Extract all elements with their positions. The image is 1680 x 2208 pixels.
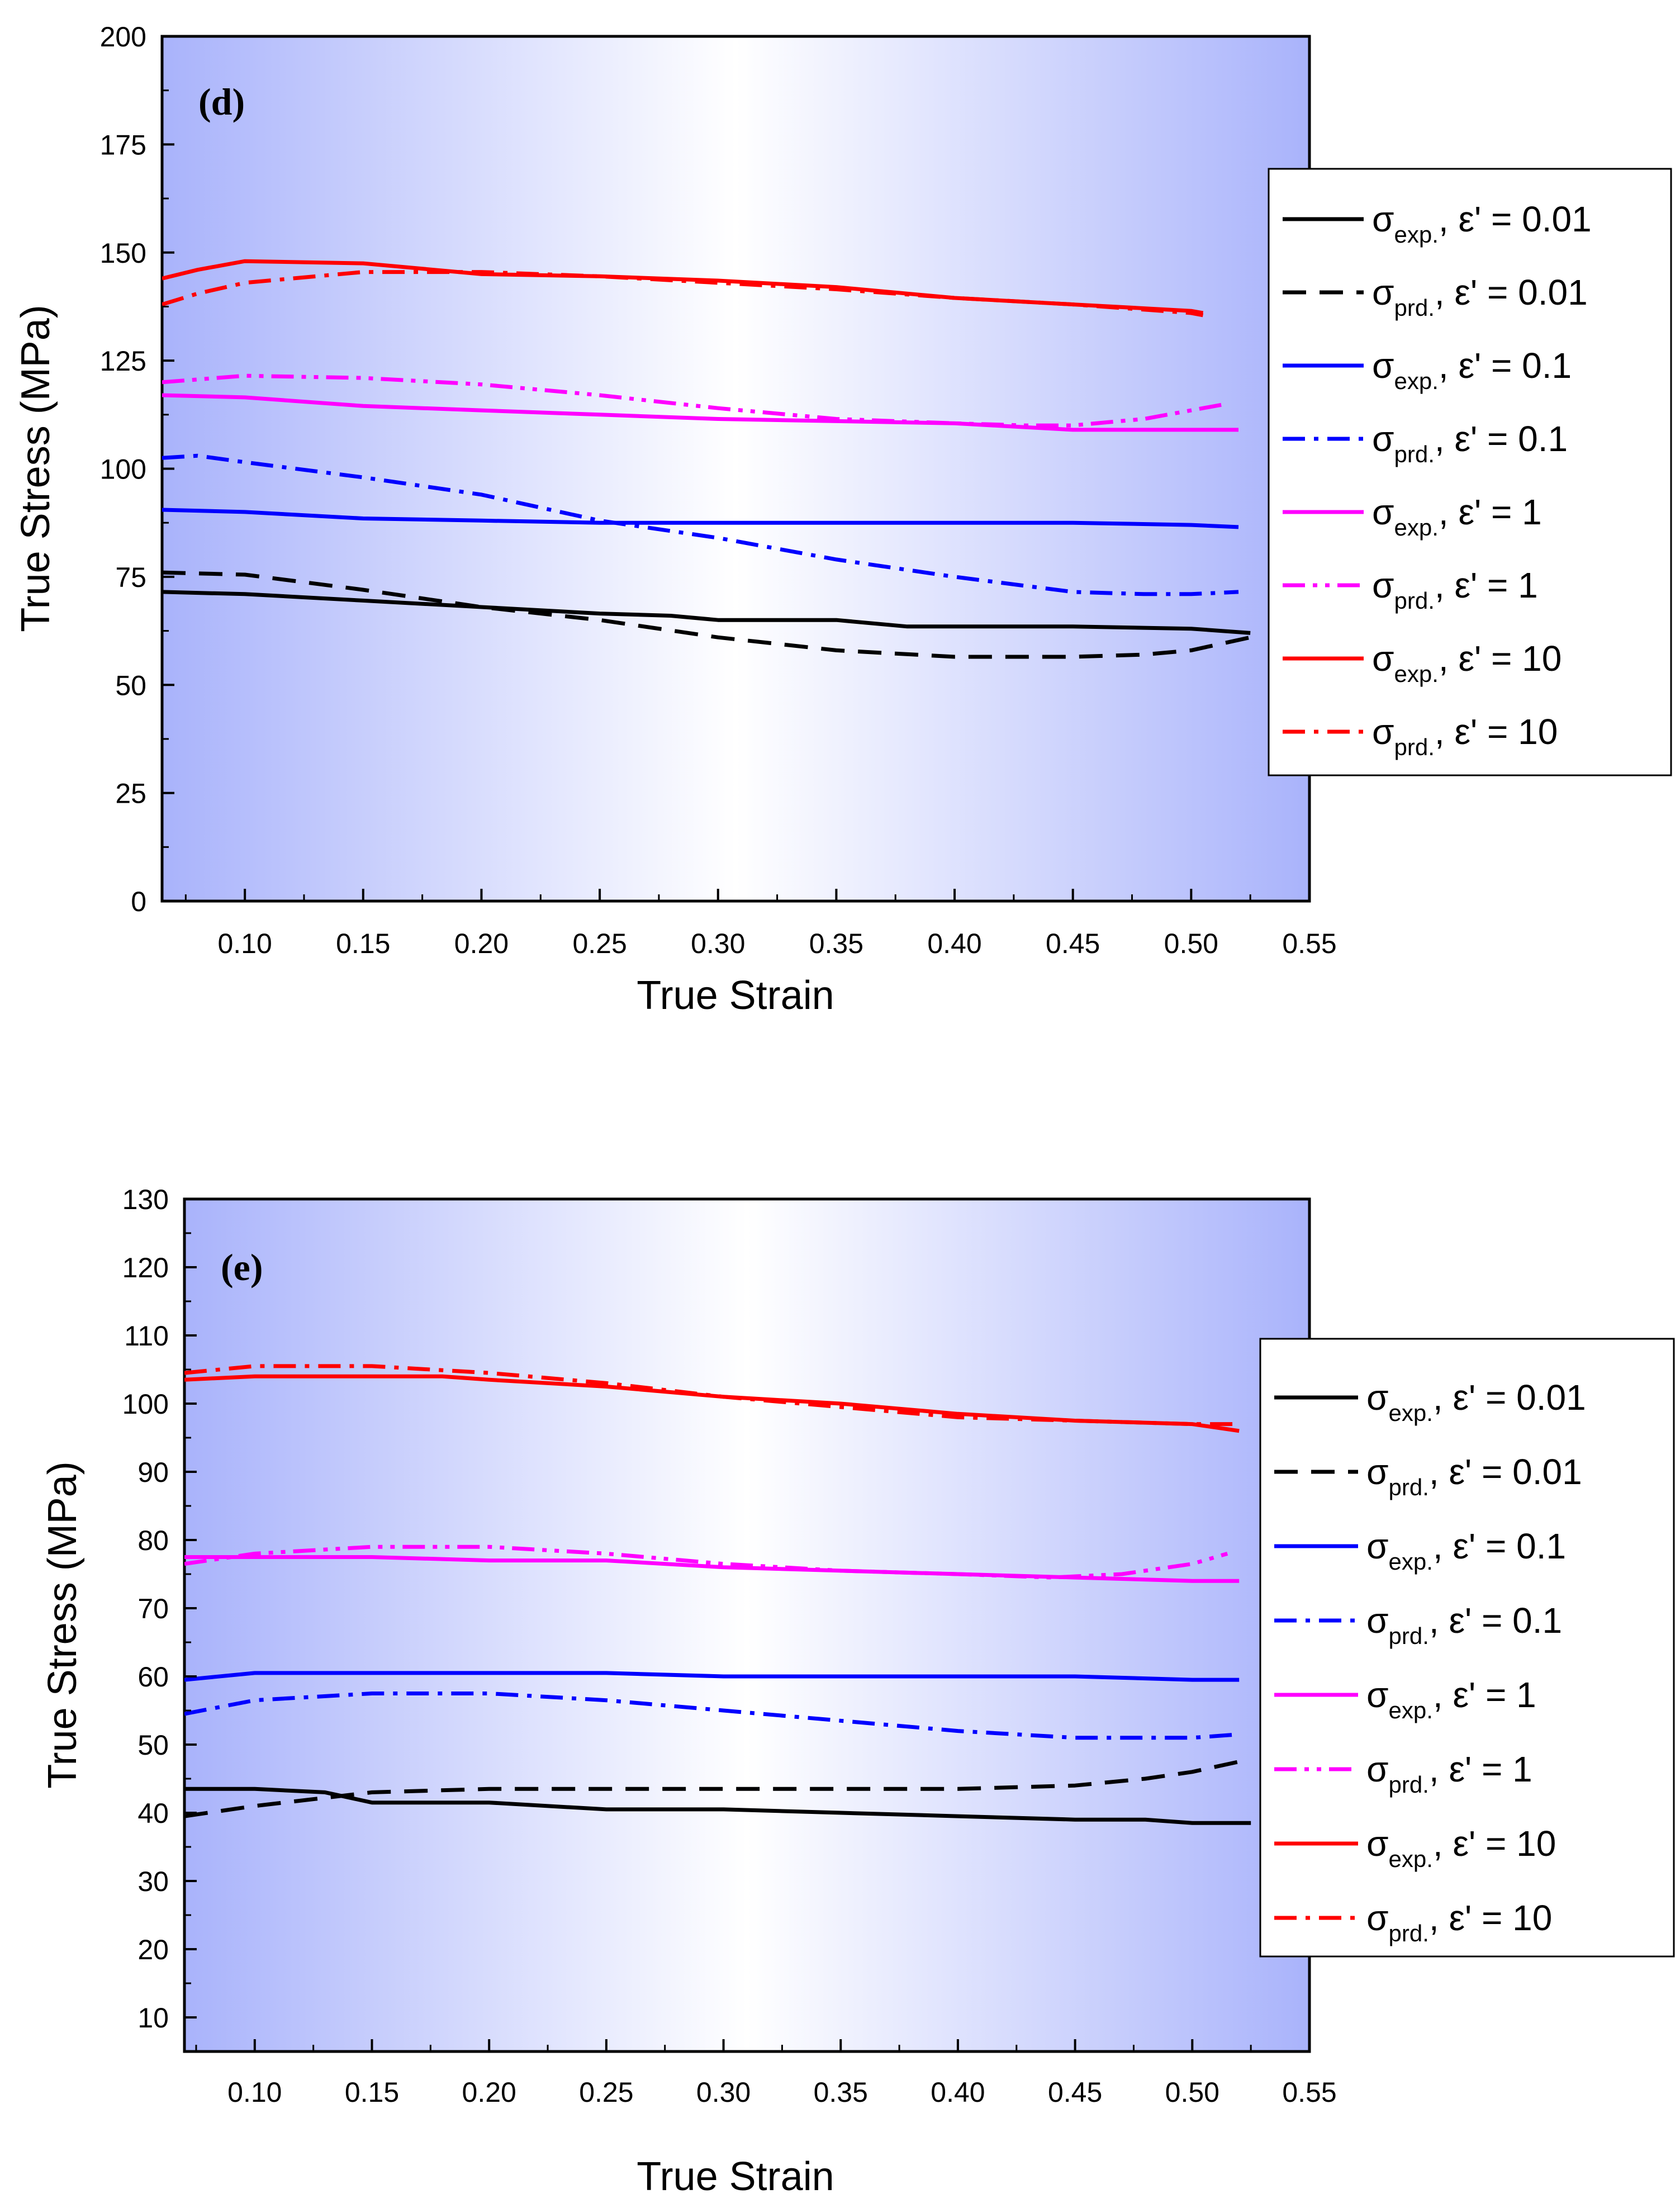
series-line-1 xyxy=(184,1787,1251,1825)
x-tick-label: 0.35 xyxy=(814,2077,868,2108)
legend-label-5: σexp., ε' = 1 xyxy=(1372,492,1542,541)
x-tick-label: 0.35 xyxy=(809,928,863,959)
y-tick-label: 20 xyxy=(137,1934,169,1965)
legend-label-4: σprd., ε' = 0.1 xyxy=(1372,419,1568,467)
x-tick-label: 0.45 xyxy=(1048,2077,1102,2108)
y-axis-label-e: True Stress (MPa) xyxy=(40,1461,85,1788)
legend-label-2: σprd., ε' = 0.01 xyxy=(1366,1452,1582,1500)
series-line-6 xyxy=(184,1544,1228,1580)
plot-area-d xyxy=(160,35,1311,903)
x-tick-label: 0.40 xyxy=(931,2077,985,2108)
x-tick-label: 0.50 xyxy=(1165,2077,1219,2108)
x-tick-label: 0.20 xyxy=(462,2077,516,2108)
series-line-3 xyxy=(162,508,1239,529)
legend-box-e xyxy=(1259,1338,1675,1958)
y-tick-label: 130 xyxy=(122,1184,169,1215)
x-tick-label: 0.25 xyxy=(579,2077,633,2108)
legend-label-8: σprd., ε' = 10 xyxy=(1372,712,1558,760)
y-tick-label: 150 xyxy=(100,238,146,269)
legend-d: σexp., ε' = 0.01 σprd., ε' = 0.01 σexp., ε… xyxy=(1268,168,1672,776)
x-tick-label: 0.25 xyxy=(572,928,627,959)
legend-e: σexp., ε' = 0.01 σprd., ε' = 0.01 σexp., ε… xyxy=(1259,1338,1675,1958)
series-line-4 xyxy=(162,453,1239,596)
legend-entries-e: σexp., ε' = 0.01 σprd., ε' = 0.01 σexp., ε… xyxy=(1274,1377,1586,1946)
series-group-d xyxy=(162,259,1251,659)
x-tick-label: 0.40 xyxy=(927,928,981,959)
y-tick-label: 175 xyxy=(100,129,146,160)
legend-label-6: σprd., ε' = 1 xyxy=(1366,1749,1532,1798)
y-tick-label: 30 xyxy=(137,1866,169,1897)
y-tick-label: 125 xyxy=(100,345,146,377)
y-tick-label: 60 xyxy=(137,1661,169,1693)
plot-area-e xyxy=(183,1197,1311,2053)
series-line-5 xyxy=(184,1555,1240,1583)
panel-label-e: (e) xyxy=(221,1246,263,1288)
y-tick-label: 200 xyxy=(100,21,146,53)
x-tick-label: 0.15 xyxy=(345,2077,399,2108)
y-tick-label: 110 xyxy=(124,1320,169,1352)
y-tick-label: 25 xyxy=(115,778,146,809)
y-tick-label: 50 xyxy=(137,1730,169,1761)
legend-label-3: σexp., ε' = 0.1 xyxy=(1366,1526,1566,1575)
y-tick-label: 100 xyxy=(100,454,146,485)
x-tick-label: 0.15 xyxy=(336,928,390,959)
legend-label-7: σexp., ε' = 10 xyxy=(1372,638,1562,687)
y-tick-label: 75 xyxy=(115,562,146,593)
series-line-8 xyxy=(184,1364,1240,1427)
legend-label-4: σprd., ε' = 0.1 xyxy=(1366,1600,1562,1649)
series-line-4 xyxy=(184,1691,1240,1740)
legend-label-2: σprd., ε' = 0.01 xyxy=(1372,272,1588,321)
axis-ticks-d: 0.10 0.15 0.20 0.25 0.30 0.35 0.40 0.45 0.50 0.55… xyxy=(100,21,1337,959)
y-axis-label-d: True Stress (MPa) xyxy=(13,305,58,632)
x-tick-label: 0.10 xyxy=(227,2077,282,2108)
y-tick-label: 100 xyxy=(122,1389,169,1420)
panel-label-d: (d) xyxy=(198,80,245,123)
legend-label-3: σexp., ε' = 0.1 xyxy=(1372,345,1572,394)
x-tick-label: 0.20 xyxy=(454,928,509,959)
y-tick-label: 90 xyxy=(137,1457,169,1488)
series-line-1 xyxy=(162,590,1251,635)
chart-panel-d: 0.10 0.15 0.20 0.25 0.30 0.35 0.40 0.45 0.50 0.55… xyxy=(13,21,1672,1018)
x-axis-label-d: True Strain xyxy=(637,973,834,1018)
series-line-3 xyxy=(184,1671,1240,1682)
series-line-2 xyxy=(184,1760,1240,1818)
x-tick-label: 0.55 xyxy=(1282,2077,1336,2108)
axis-ticks-e: 0.10 0.15 0.20 0.25 0.30 0.35 0.40 0.45 0.50 0.55… xyxy=(122,1184,1337,2108)
y-tick-label: 10 xyxy=(137,2002,169,2034)
legend-box-d xyxy=(1268,168,1672,776)
x-tick-label: 0.30 xyxy=(696,2077,751,2108)
legend-label-6: σprd., ε' = 1 xyxy=(1372,565,1538,614)
x-tick-label: 0.45 xyxy=(1046,928,1100,959)
y-tick-label: 40 xyxy=(137,1798,169,1829)
legend-label-7: σexp., ε' = 10 xyxy=(1366,1823,1556,1872)
x-tick-label: 0.55 xyxy=(1282,928,1336,959)
x-tick-label: 0.30 xyxy=(691,928,745,959)
y-tick-label: 50 xyxy=(115,670,146,701)
y-tick-label: 0 xyxy=(131,886,146,917)
series-group-e xyxy=(184,1364,1251,1825)
y-tick-label: 70 xyxy=(137,1593,169,1624)
chart-panel-e: 0.10 0.15 0.20 0.25 0.30 0.35 0.40 0.45 0.50 0.55… xyxy=(40,1184,1675,2199)
series-line-6 xyxy=(162,373,1227,428)
legend-label-1: σexp., ε' = 0.01 xyxy=(1366,1377,1586,1426)
y-tick-label: 80 xyxy=(137,1525,169,1556)
legend-label-1: σexp., ε' = 0.01 xyxy=(1372,199,1592,248)
x-tick-label: 0.10 xyxy=(217,928,272,959)
x-axis-label-e: True Strain xyxy=(637,2154,834,2199)
y-tick-label: 120 xyxy=(122,1252,169,1283)
series-line-5 xyxy=(162,393,1238,432)
legend-label-8: σprd., ε' = 10 xyxy=(1366,1898,1552,1946)
legend-entries-d: σexp., ε' = 0.01 σprd., ε' = 0.01 σexp., ε… xyxy=(1283,199,1592,760)
x-tick-label: 0.50 xyxy=(1164,928,1218,959)
series-line-8 xyxy=(162,270,1204,318)
legend-label-5: σexp., ε' = 1 xyxy=(1366,1675,1536,1723)
